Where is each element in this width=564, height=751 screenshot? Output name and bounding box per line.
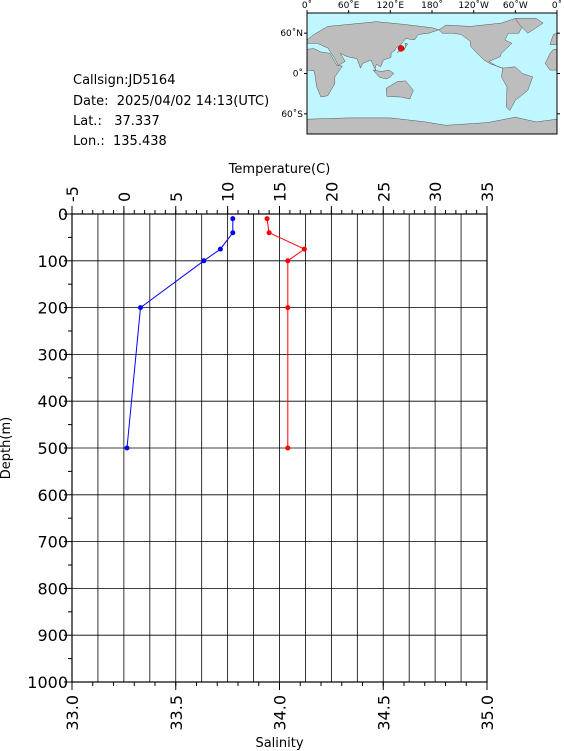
salinity-data-point (266, 230, 272, 236)
lon-value: 135.438 (113, 134, 167, 149)
temperature-tick-label: 10 (219, 182, 238, 202)
temperature-data-point (124, 445, 130, 451)
salinity-profile-line (266, 218, 306, 448)
salinity-data-point (285, 258, 291, 264)
depth-tick-label: 500 (37, 439, 68, 458)
map-land-indonesia (372, 69, 395, 80)
map-lon-label: 0˚ (302, 0, 312, 11)
temperature-tick-label: 25 (374, 182, 393, 202)
depth-tick-label: 1000 (27, 673, 68, 692)
map-lon-label: 0˚ (552, 0, 562, 11)
map-land-greenland (514, 18, 544, 34)
temperature-data-point (230, 230, 236, 236)
map-lon-label: 120˚E (377, 0, 405, 11)
map-land-south-america (501, 66, 534, 111)
map-land-australia (385, 80, 414, 100)
depth-tick-label: 100 (37, 252, 68, 271)
lon-line: Lon.: 135.438 (73, 132, 167, 152)
lat-value: 37.337 (114, 114, 160, 129)
salinity-tick-label: 34.0 (271, 695, 290, 731)
depth-tick-label: 900 (37, 626, 68, 645)
callsign-line: Callsign:JD5164 (73, 71, 175, 91)
map-land-north-america (438, 18, 523, 69)
temperature-tick-label: 20 (322, 182, 341, 202)
temperature-axis-label: Temperature(C) (228, 162, 331, 177)
salinity-axis-label: Salinity (255, 736, 303, 751)
temperature-profile-line (126, 218, 234, 449)
salinity-data-point (264, 216, 270, 222)
temperature-data-point (201, 258, 207, 264)
temperature-tick-label: 5 (167, 192, 186, 202)
depth-tick-label: 700 (37, 533, 68, 552)
salinity-tick-label: 35.0 (478, 695, 497, 731)
temperature-tick-label: 35 (478, 182, 497, 202)
map-land-africa-east (306, 48, 343, 98)
temperature-tick-label: 15 (271, 182, 290, 202)
depth-tick-label: 200 (37, 299, 68, 318)
world-map (304, 10, 560, 135)
depth-tick-label: 800 (37, 579, 68, 598)
salinity-data-point (285, 445, 291, 451)
map-lon-label: 60˚E (338, 0, 360, 11)
temperature-data-point (217, 246, 223, 252)
temperature-tick-label: 0 (115, 192, 134, 202)
map-lat-label: 60˚N (280, 28, 303, 39)
depth-tick-label: 0 (58, 205, 68, 224)
depth-tick-label: 600 (37, 486, 68, 505)
salinity-tick-label: 33.0 (63, 695, 82, 731)
map-lon-label: 120˚W (458, 0, 489, 11)
temperature-tick-label: 30 (426, 182, 445, 202)
salinity-data-point (301, 246, 307, 252)
temperature-tick-label: -5 (63, 186, 82, 202)
map-lon-label: 180˚ (421, 0, 443, 11)
depth-axis-label: Depth(m) (0, 417, 14, 479)
map-station-marker (397, 45, 405, 52)
depth-tick-label: 400 (37, 392, 68, 411)
lon-label: Lon.: (73, 134, 105, 149)
salinity-data-point (285, 305, 291, 311)
lat-line: Lat.: 37.337 (73, 112, 160, 132)
callsign-value: JD5164 (128, 73, 176, 88)
salinity-tick-label: 34.5 (374, 695, 393, 731)
map-lat-label: 60˚S (281, 109, 303, 120)
chart-grid (71, 213, 488, 683)
map-lat-label: 0˚ (293, 69, 303, 80)
temperature-data-point (230, 216, 236, 222)
map-lon-label: 60˚W (503, 0, 528, 11)
date-label: Date: (73, 94, 109, 109)
salinity-tick-label: 33.5 (167, 695, 186, 731)
temperature-data-point (137, 305, 143, 311)
date-value: 2025/04/02 14:13(UTC) (116, 94, 270, 109)
map-land-eurasia (306, 21, 440, 73)
date-line: Date: 2025/04/02 14:13(UTC) (73, 92, 269, 112)
depth-tick-label: 300 (37, 345, 68, 364)
callsign-label: Callsign: (73, 73, 129, 88)
lat-label: Lat.: (73, 114, 102, 129)
